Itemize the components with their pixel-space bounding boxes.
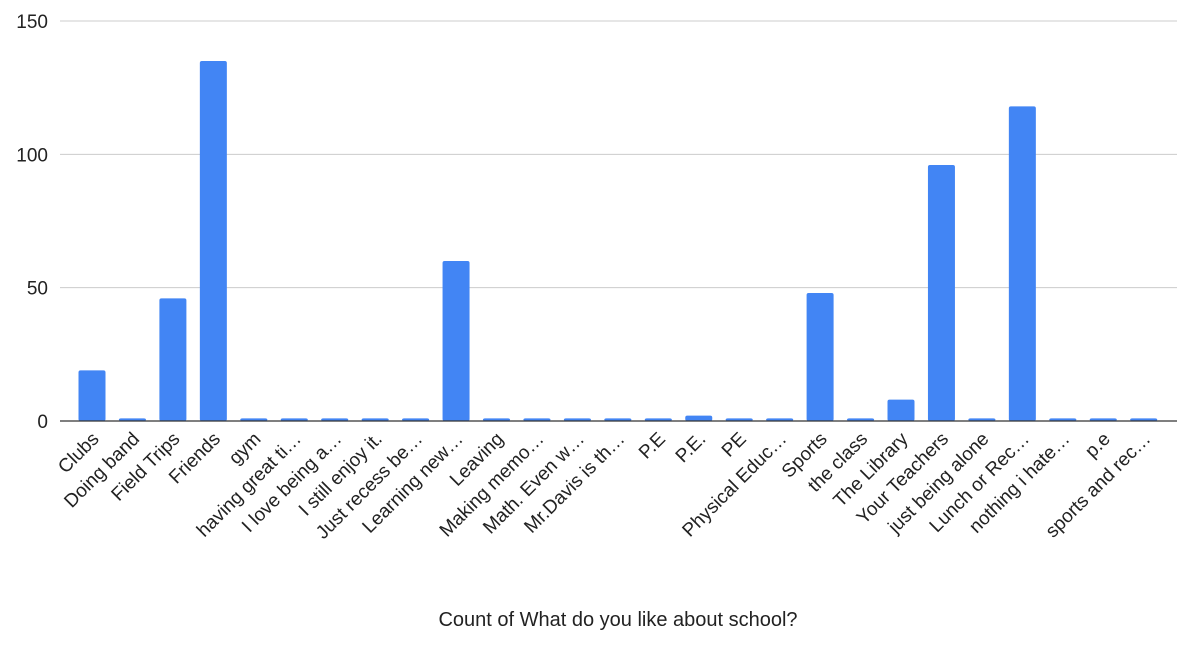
y-axis-ticks: 0 50 100 150 <box>16 12 48 433</box>
bar <box>887 399 915 421</box>
bar <box>927 165 955 421</box>
bar <box>1008 106 1036 421</box>
bar <box>766 418 794 421</box>
bar <box>402 418 430 421</box>
bar <box>685 415 713 421</box>
bar <box>159 298 187 421</box>
bar <box>78 370 106 421</box>
bar <box>1130 418 1158 421</box>
bar <box>240 418 268 421</box>
bar <box>361 418 389 421</box>
bar <box>280 418 308 421</box>
bar <box>199 61 227 421</box>
bar <box>644 418 672 421</box>
bar <box>806 293 834 421</box>
gridlines <box>60 20 1177 289</box>
x-category-label: P.E <box>635 429 670 464</box>
bar <box>604 418 632 421</box>
bar <box>968 418 996 421</box>
y-tick-label: 150 <box>16 12 48 33</box>
bar <box>847 418 875 421</box>
bar <box>1049 418 1077 421</box>
bars <box>78 61 1158 421</box>
y-tick-label: 50 <box>27 279 48 300</box>
bar <box>523 418 551 421</box>
bar <box>442 261 470 421</box>
bar <box>1089 418 1117 421</box>
x-category-label: PE <box>718 429 751 462</box>
bar <box>321 418 349 421</box>
x-category-label: p.e <box>1081 429 1115 463</box>
x-category-label: P.E. <box>672 429 711 468</box>
y-tick-label: 100 <box>16 145 48 166</box>
bar <box>725 418 753 421</box>
bar <box>483 418 510 421</box>
x-axis-title: Count of What do you like about school? <box>438 609 797 631</box>
bar <box>118 418 146 421</box>
y-tick-label: 0 <box>37 412 48 433</box>
bar <box>563 418 591 421</box>
